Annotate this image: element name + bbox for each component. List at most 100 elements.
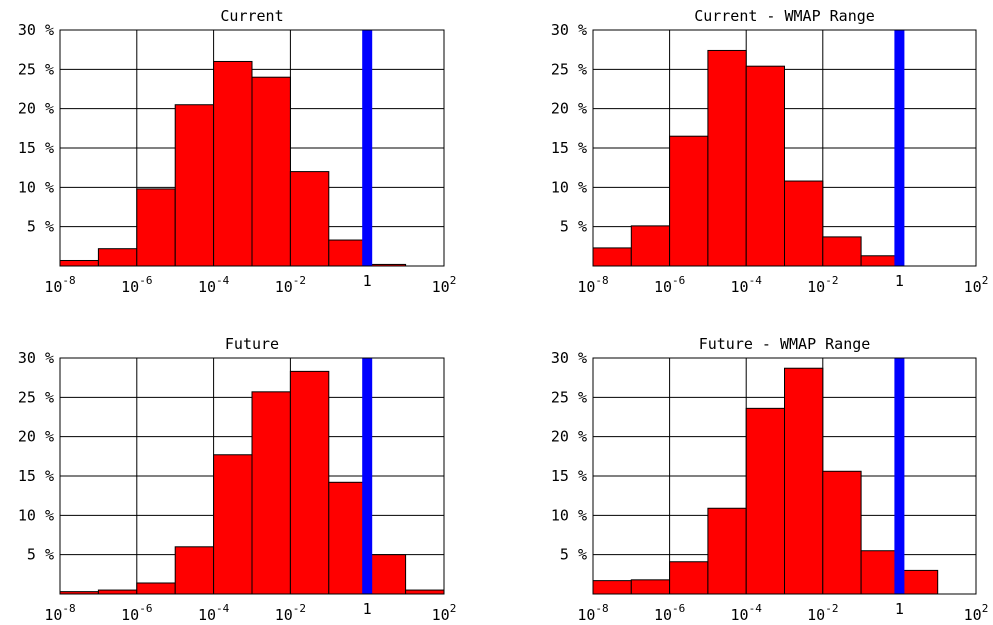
x-tick-label: 10-2: [275, 274, 306, 296]
x-tick-label: 10-6: [654, 274, 685, 296]
x-tick-base: 10: [121, 606, 139, 624]
reference-marker-line: [894, 358, 905, 594]
histogram-bar: [898, 569, 939, 595]
histogram-bar: [707, 507, 747, 595]
x-tick-base: 10: [964, 278, 982, 296]
chart-title: Current: [220, 7, 283, 25]
x-tick-label: 10-4: [198, 274, 230, 296]
histogram-bar: [136, 188, 176, 267]
y-tick-label: 25 %: [18, 60, 54, 78]
x-tick-exponent: -4: [749, 602, 763, 615]
x-tick-base: 10: [964, 606, 982, 624]
histogram-bar: [97, 589, 138, 595]
x-tick-exponent: 2: [982, 274, 989, 287]
histogram-bar: [174, 104, 215, 267]
y-tick-label: 5 %: [27, 218, 54, 236]
histogram-panel-2: Current - WMAP Range 5 % 10 % 15 % 20 % 25 % 3…: [551, 7, 988, 296]
histogram-bar: [860, 550, 900, 595]
histogram-bar: [174, 546, 215, 595]
plot-frame: [59, 29, 445, 267]
histogram-bar: [707, 49, 747, 267]
x-tick-label: 102: [964, 602, 989, 624]
x-tick-exponent: -6: [672, 602, 685, 615]
y-tick-label: 15 %: [551, 139, 587, 157]
x-tick-exponent: 2: [982, 602, 989, 615]
x-tick-base: 10: [44, 606, 62, 624]
histogram-bar: [592, 247, 632, 267]
x-tick-exponent: -8: [62, 602, 75, 615]
x-tick-base: 10: [654, 606, 672, 624]
histogram-bar: [328, 239, 368, 267]
x-tick-base: 10: [807, 278, 825, 296]
x-tick-exponent: -2: [293, 602, 306, 615]
x-tick-exponent: -2: [293, 274, 306, 287]
histogram-bar: [822, 470, 862, 595]
y-tick-label: 30 %: [18, 349, 54, 367]
y-tick-label: 20 %: [18, 100, 54, 118]
x-tick-label: 102: [432, 602, 457, 624]
reference-marker-line: [362, 30, 373, 266]
y-tick-label: 5 %: [560, 546, 587, 564]
x-tick-base: 10: [577, 606, 595, 624]
y-tick-label: 10 %: [18, 506, 54, 524]
plot-frame: [592, 357, 977, 595]
y-tick-label: 10 %: [551, 178, 587, 196]
histogram-bar: [289, 171, 330, 267]
y-tick-label: 20 %: [551, 100, 587, 118]
chart-title: Current - WMAP Range: [694, 7, 875, 25]
x-tick-label: 10-4: [731, 602, 763, 624]
x-tick-base: 1: [895, 600, 904, 618]
x-tick-exponent: -2: [825, 602, 838, 615]
y-tick-label: 15 %: [18, 467, 54, 485]
histogram-bar: [328, 481, 368, 595]
y-tick-label: 10 %: [551, 506, 587, 524]
histogram-bar: [213, 454, 253, 595]
histogram-bar: [630, 579, 671, 595]
y-tick-label: 15 %: [18, 139, 54, 157]
x-tick-base: 10: [198, 606, 216, 624]
histogram-bar: [745, 407, 786, 595]
y-tick-label: 30 %: [551, 21, 587, 39]
histogram-bar: [669, 561, 709, 595]
histogram-bar: [592, 580, 632, 595]
x-tick-label: 10-6: [654, 602, 685, 624]
x-tick-exponent: 2: [450, 602, 457, 615]
reference-marker-line: [362, 358, 373, 594]
x-tick-base: 10: [44, 278, 62, 296]
histogram-bar: [630, 225, 671, 267]
x-tick-label: 10-2: [807, 274, 838, 296]
histogram-bar: [97, 248, 138, 267]
x-tick-label: 10-8: [44, 274, 75, 296]
x-tick-label: 10-2: [807, 602, 838, 624]
x-tick-exponent: -4: [216, 602, 230, 615]
x-tick-base: 10: [577, 278, 595, 296]
histogram-bar: [784, 180, 824, 267]
histogram-bar: [860, 255, 900, 267]
x-tick-exponent: 2: [450, 274, 457, 287]
y-tick-label: 25 %: [18, 388, 54, 406]
histogram-bar: [251, 391, 291, 595]
x-tick-exponent: -2: [825, 274, 838, 287]
x-tick-label: 10-8: [577, 602, 608, 624]
x-tick-base: 10: [432, 606, 450, 624]
y-tick-label: 25 %: [551, 388, 587, 406]
x-tick-label: 102: [432, 274, 457, 296]
plot-frame: [59, 357, 445, 595]
histogram-bar: [405, 589, 445, 595]
x-tick-exponent: -4: [749, 274, 763, 287]
x-tick-label: 10-8: [577, 274, 608, 296]
x-tick-label: 10-2: [275, 602, 306, 624]
histogram-panel-4: Future - WMAP Range 5 % 10 % 15 % 20 % 25 % 30…: [551, 335, 988, 624]
histogram-bar: [822, 236, 862, 267]
x-tick-exponent: -8: [62, 274, 75, 287]
x-tick-label: 10-4: [731, 274, 763, 296]
x-tick-base: 10: [654, 278, 672, 296]
x-tick-exponent: -6: [672, 274, 685, 287]
y-tick-label: 10 %: [18, 178, 54, 196]
x-tick-base: 10: [731, 606, 749, 624]
y-tick-label: 30 %: [551, 349, 587, 367]
x-tick-label: 1: [895, 600, 904, 618]
x-tick-base: 1: [895, 272, 904, 290]
x-tick-base: 1: [363, 272, 372, 290]
histogram-bar: [59, 259, 99, 267]
